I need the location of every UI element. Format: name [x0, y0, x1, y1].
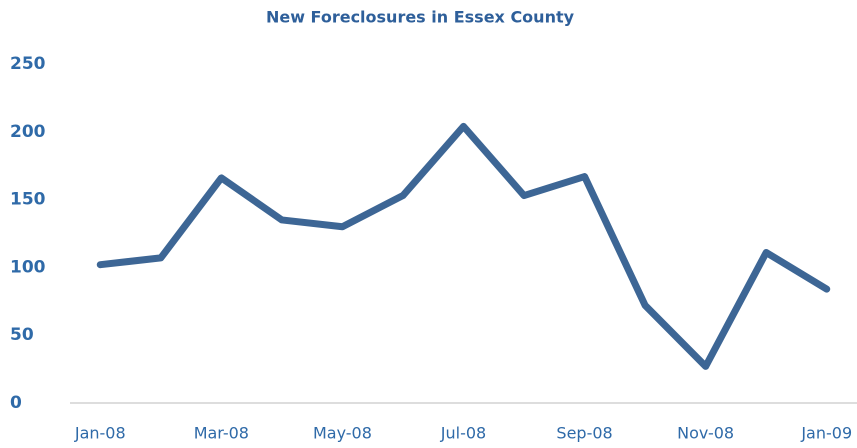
chart-title: New Foreclosures in Essex County: [266, 8, 575, 27]
x-tick-label: May-08: [313, 424, 372, 443]
y-tick-label: 150: [10, 190, 46, 210]
y-tick-label: 50: [10, 325, 34, 345]
x-tick-label: Jan-08: [74, 424, 126, 443]
data-line: [96, 122, 831, 370]
y-tick-label: 200: [10, 122, 46, 142]
x-tick-label: Mar-08: [194, 424, 249, 443]
y-tick-label: 100: [10, 257, 46, 277]
x-tick-label: Sep-08: [556, 424, 612, 443]
y-tick-label: 0: [10, 393, 22, 413]
x-tick-label: Jan-09: [800, 424, 852, 443]
x-tick-label: Nov-08: [677, 424, 734, 443]
y-tick-label: 250: [10, 54, 46, 74]
x-tick-label: Jul-08: [440, 424, 486, 443]
